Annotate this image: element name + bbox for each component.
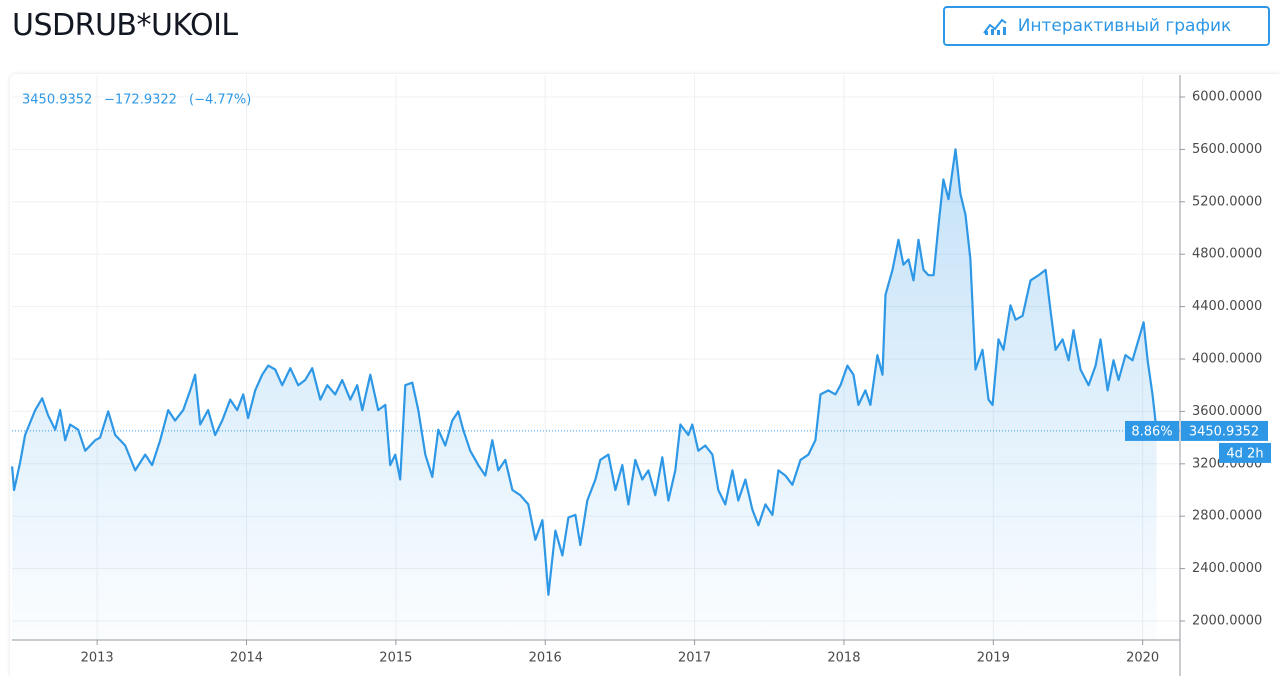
interactive-chart-button[interactable]: Интерактивный график bbox=[943, 6, 1270, 46]
y-tick-label: 5600.0000 bbox=[1192, 142, 1262, 157]
area bbox=[12, 149, 1157, 641]
x-tick-label: 2016 bbox=[529, 651, 562, 666]
x-tick-label: 2017 bbox=[678, 651, 711, 666]
x-tick-label: 2019 bbox=[977, 651, 1010, 666]
series-line bbox=[11, 148, 1158, 596]
countdown-box bbox=[1219, 442, 1271, 463]
y-tick-label: 2000.0000 bbox=[1192, 614, 1262, 629]
percent-label: 8.86% bbox=[1131, 424, 1172, 439]
y-tick-label: 4800.0000 bbox=[1192, 247, 1262, 262]
price-box bbox=[1181, 420, 1268, 441]
x-tick-label: 2014 bbox=[230, 651, 263, 666]
x-tick-label: 2015 bbox=[379, 651, 412, 666]
countdown-label: 4d 2h bbox=[1226, 446, 1263, 461]
x-tick-label: 2020 bbox=[1126, 651, 1159, 666]
y-tick-label: 6000.0000 bbox=[1192, 90, 1262, 105]
legend-change: −172.9322 bbox=[104, 93, 177, 108]
button-label[interactable]: Интерактивный график bbox=[1017, 16, 1232, 36]
legend-last: 3450.9352 bbox=[22, 93, 92, 108]
y-tick-label: 5200.0000 bbox=[1192, 194, 1262, 209]
percent-box bbox=[1125, 420, 1179, 441]
y-tick-label: 4000.0000 bbox=[1192, 352, 1262, 367]
legend-change-percent: (−4.77%) bbox=[189, 93, 251, 108]
y-tick-label: 4400.0000 bbox=[1192, 299, 1262, 314]
x-tick-label: 2018 bbox=[827, 651, 860, 666]
y-tick-label: 3600.0000 bbox=[1192, 404, 1262, 419]
page-title: USDRUB*UKOIL bbox=[12, 8, 238, 43]
chart-icon bbox=[982, 18, 1007, 35]
y-tick-label: 2400.0000 bbox=[1192, 561, 1262, 576]
y-tick-label: 2800.0000 bbox=[1192, 509, 1262, 524]
price-label: 3450.9352 bbox=[1189, 424, 1259, 439]
x-tick-label: 2013 bbox=[81, 651, 114, 666]
